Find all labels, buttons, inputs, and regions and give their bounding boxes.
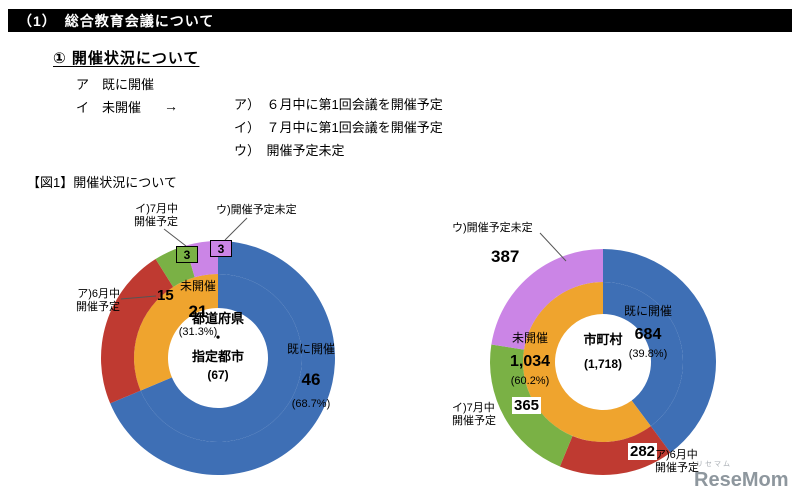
callout-line: 開催予定: [76, 301, 120, 313]
donut-segment: [110, 241, 335, 475]
segment-value: 1,034: [509, 353, 551, 370]
value-june-right: 282: [628, 443, 658, 460]
segment-name: 既に開催: [623, 304, 672, 318]
callout-line: 開催予定: [134, 216, 178, 228]
segment-name: 未開催: [511, 331, 548, 345]
value-undecided-right: 387: [491, 247, 520, 266]
value-june-left: 15: [157, 287, 174, 304]
segment-percent: (60.2%): [510, 375, 550, 387]
municipality-donut-chart: [489, 249, 717, 476]
value-july-right: 365: [512, 397, 542, 414]
center-line: (1,718): [583, 357, 623, 371]
donut-segment: [523, 282, 651, 442]
segment-label-not-held-left: 未開催 21 (31.3%): [174, 277, 222, 338]
callout-line: イ)7月中: [135, 203, 178, 215]
callout-line: ア)6月中: [655, 449, 698, 461]
header-bar: （1） 総合教育会議について: [8, 9, 792, 32]
center-line: ・: [211, 330, 225, 345]
segment-percent: (39.8%): [628, 348, 668, 360]
segment-name: 既に開催: [286, 342, 335, 356]
resemom-watermark: リセマム ReseMom: [694, 459, 788, 491]
donut-segment: [140, 274, 302, 442]
segment-value: 684: [634, 326, 662, 343]
center-line: 市町村: [583, 332, 623, 347]
chart-center-label-right: 市町村 (1,718): [561, 329, 645, 371]
segment-percent: (31.3%): [178, 326, 218, 338]
segment-percent: (68.7%): [291, 398, 331, 410]
arrow-icon: →: [164, 98, 178, 114]
figure-caption: 【図1】開催状況について: [27, 175, 177, 190]
segment-label-not-held-right: 未開催 1,034 (60.2%): [499, 329, 561, 387]
value-box-july-left: 3: [176, 246, 198, 263]
section-title: ① 開催状況について: [53, 50, 200, 67]
watermark-kana: リセマム: [696, 461, 732, 468]
callout-undecided-right: ウ)開催予定未定: [452, 222, 533, 234]
callout-june-right: ア)6月中 開催予定: [655, 449, 713, 475]
segment-label-held-right: 既に開催 684 (39.8%): [617, 302, 679, 360]
segment-name: 未開催: [179, 279, 216, 293]
leader-line: [224, 217, 248, 241]
callout-july-right: イ)7月中 開催予定: [452, 402, 510, 428]
donut-segment: [133, 274, 218, 391]
value-box-undecided-left: 3: [210, 240, 232, 257]
center-line: 都道府県: [191, 311, 244, 326]
donut-segment: [101, 259, 174, 404]
callout-line: 開催予定: [655, 462, 699, 474]
center-line: 指定都市: [191, 349, 244, 364]
center-line: (67): [207, 368, 229, 382]
item-not-yet-held: イ 未開催: [76, 100, 142, 115]
callout-june-left: ア)6月中 開催予定: [62, 288, 120, 314]
page-title: （1） 総合教育会議について: [18, 12, 215, 29]
callout-july-left: イ)7月中 開催予定: [96, 203, 178, 229]
donut-segment: [603, 282, 684, 427]
item-already-held: ア 既に開催: [76, 77, 155, 92]
segment-label-held-left: 既に開催 46 (68.7%): [280, 340, 342, 410]
donut-segment: [603, 249, 717, 453]
segment-value: 46: [301, 370, 321, 389]
callout-line: ア)6月中: [77, 288, 120, 300]
sub-item-undecided: ウ） 開催予定未定: [234, 143, 345, 158]
donut-segment: [559, 426, 671, 476]
callout-line: 開催予定: [452, 415, 496, 427]
callout-undecided-left: ウ)開催予定未定: [216, 204, 297, 216]
sub-item-july: イ） ７月中に第1回会議を開催予定: [234, 120, 443, 135]
sub-item-june: ア） ６月中に第1回会議を開催予定: [234, 97, 443, 112]
donut-segment: [491, 249, 603, 350]
chart-center-label-left: 都道府県 ・ 指定都市 (67): [168, 309, 268, 385]
segment-value: 21: [188, 302, 208, 321]
callout-line: イ)7月中: [452, 402, 495, 414]
watermark-brand: ReseMom: [694, 469, 789, 491]
prefecture-donut-chart: [101, 241, 335, 475]
